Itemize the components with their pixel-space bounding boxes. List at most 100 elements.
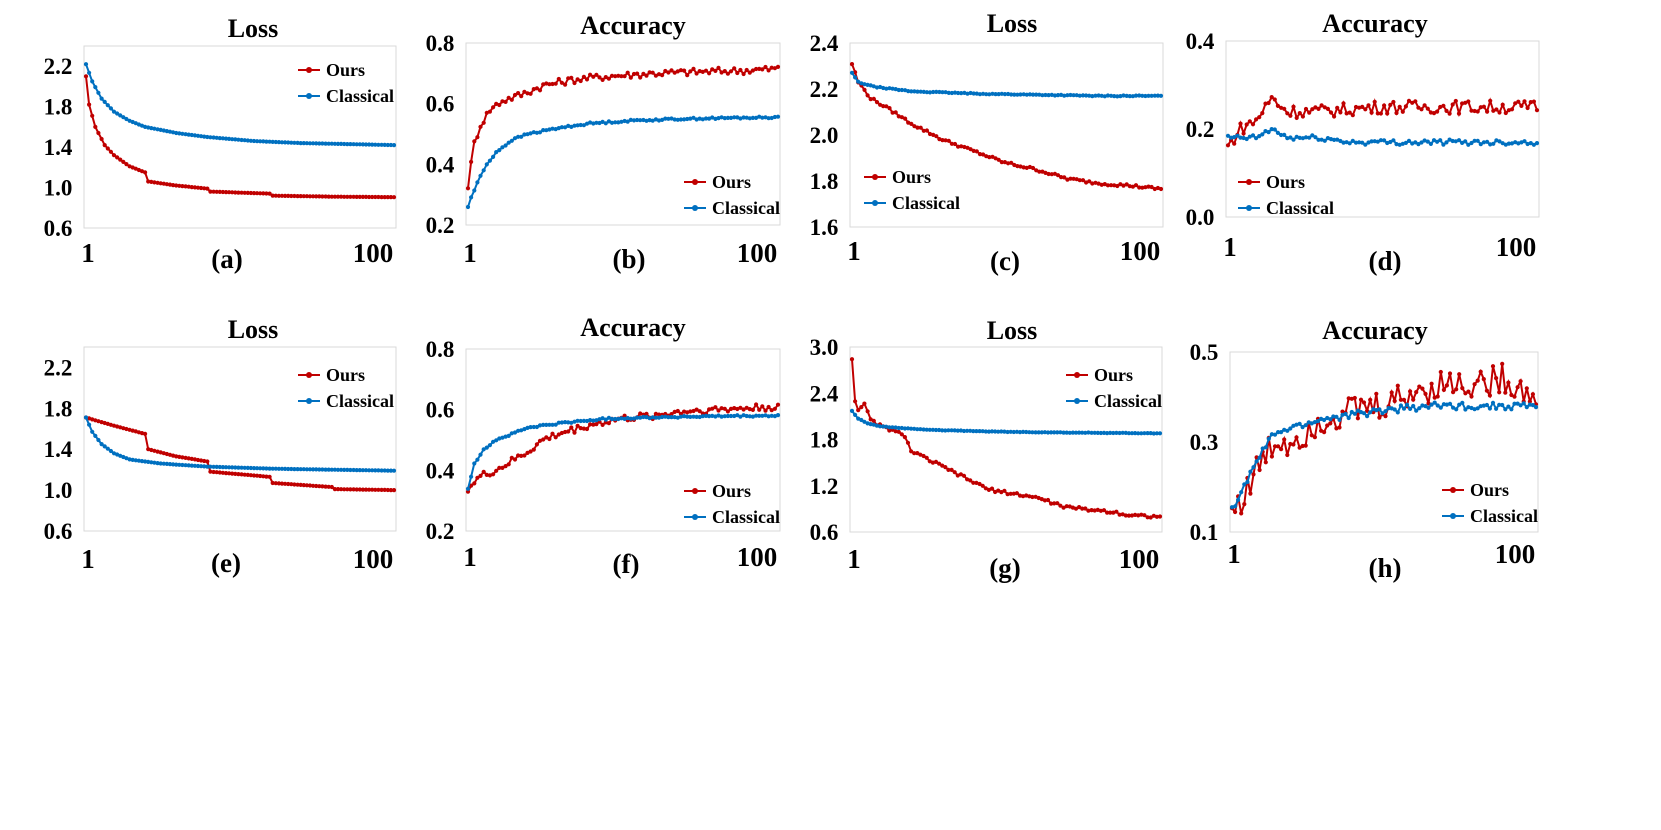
data-point [725, 409, 731, 414]
data-point [301, 141, 306, 146]
legend-label: Ours [892, 167, 931, 187]
data-point [202, 458, 207, 464]
data-point [528, 131, 533, 136]
legend-marker [692, 488, 698, 494]
data-point [1500, 102, 1505, 107]
data-point [1043, 92, 1048, 98]
data-point [90, 113, 95, 118]
data-point [1350, 138, 1355, 143]
data-point [236, 465, 241, 470]
data-point [304, 141, 309, 146]
data-point [559, 420, 565, 425]
data-point [1375, 111, 1380, 116]
data-point [1235, 133, 1240, 138]
data-point [983, 429, 988, 434]
data-point [1353, 140, 1359, 145]
data-point [688, 409, 693, 414]
data-point [1456, 138, 1462, 143]
data-point [1080, 93, 1086, 98]
y-tick-label: 1.0 [44, 478, 73, 503]
data-point [1158, 186, 1164, 192]
data-point [537, 423, 543, 428]
data-point [192, 463, 197, 468]
data-point [472, 481, 477, 486]
data-point [304, 483, 309, 488]
data-point [373, 468, 378, 473]
chart-caption: (b) [613, 244, 646, 274]
y-tick-label: 3.0 [810, 335, 839, 360]
data-point [158, 461, 163, 466]
data-point [1266, 130, 1271, 135]
data-point [1006, 91, 1011, 97]
data-point [862, 419, 867, 424]
data-point [342, 467, 347, 472]
data-point [896, 425, 901, 431]
data-point [550, 431, 555, 436]
data-point [578, 122, 583, 128]
data-point [1151, 431, 1156, 436]
series-classical [83, 415, 397, 473]
data-point [1397, 104, 1402, 109]
y-tick-label: 0.4 [426, 458, 455, 483]
data-point [1518, 403, 1523, 408]
data-point [1064, 504, 1069, 509]
data-point [379, 487, 384, 492]
data-point [1011, 429, 1016, 435]
data-point [270, 193, 275, 198]
y-tick-label: 0.5 [1190, 340, 1219, 365]
data-point [986, 429, 992, 434]
data-point [223, 465, 229, 470]
data-point [688, 414, 693, 419]
data-point [757, 413, 762, 418]
data-point [155, 180, 160, 185]
legend-marker [1246, 179, 1252, 185]
data-point [1018, 164, 1023, 169]
data-point [638, 75, 643, 80]
data-point [1361, 400, 1367, 405]
data-point [912, 89, 917, 94]
x-tick-label: 100 [1120, 236, 1161, 266]
data-point [1411, 403, 1416, 409]
data-point [946, 428, 951, 433]
data-point [1114, 430, 1119, 435]
data-point [1426, 405, 1431, 410]
data-point [1303, 106, 1309, 112]
data-point [487, 473, 492, 478]
data-point [1027, 92, 1032, 97]
y-tick-label: 2.2 [810, 77, 839, 102]
data-point [1420, 386, 1425, 391]
data-point [186, 456, 191, 461]
data-point [700, 117, 705, 122]
data-point [594, 422, 599, 427]
data-point [1441, 103, 1446, 108]
data-point [1059, 175, 1064, 180]
data-point [208, 135, 213, 140]
data-point [1279, 132, 1284, 138]
data-point [304, 194, 309, 199]
data-point [391, 195, 397, 200]
data-point [725, 71, 731, 76]
data-point [261, 139, 266, 144]
data-point [1328, 417, 1333, 422]
chart-caption: (h) [1369, 553, 1402, 583]
data-point [977, 92, 983, 97]
data-point [320, 467, 325, 472]
data-point [286, 466, 291, 472]
data-point [722, 116, 727, 121]
y-tick-label: 0.8 [426, 31, 455, 56]
data-point [728, 406, 734, 411]
data-point [1341, 101, 1346, 106]
legend-label: Classical [326, 86, 394, 106]
data-point [1404, 402, 1410, 407]
chart-caption: (c) [990, 246, 1020, 276]
x-tick-label: 1 [847, 544, 861, 574]
data-point [339, 467, 344, 472]
data-point [475, 475, 480, 480]
chart-caption: (f) [613, 549, 640, 579]
data-point [868, 97, 873, 102]
data-point [311, 483, 316, 488]
data-point [572, 80, 577, 86]
data-point [1416, 105, 1421, 110]
data-point [940, 428, 945, 433]
data-point [183, 184, 188, 189]
